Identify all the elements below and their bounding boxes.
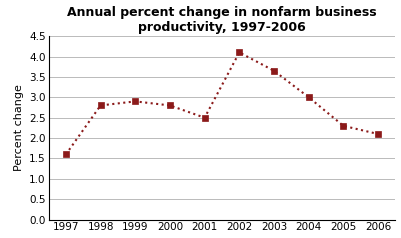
Title: Annual percent change in nonfarm business
productivity, 1997-2006: Annual percent change in nonfarm busines… (67, 5, 377, 34)
Y-axis label: Percent change: Percent change (14, 84, 24, 171)
